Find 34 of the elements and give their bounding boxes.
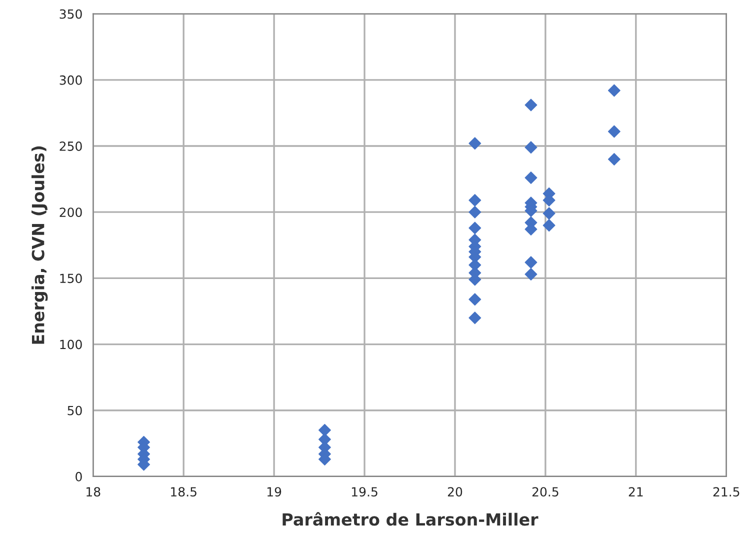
- x-tick-label: 19.5: [352, 487, 378, 497]
- x-tick-label: 21.5: [713, 487, 740, 497]
- point: [468, 222, 482, 234]
- point: [608, 152, 620, 166]
- x-axis-title: Parâmetro de Larson-Miller: [282, 512, 538, 526]
- point: [468, 137, 482, 150]
- point: [542, 207, 556, 220]
- point: [524, 256, 538, 269]
- y-tick-label: 350: [60, 9, 82, 19]
- point: [524, 268, 538, 280]
- point: [468, 312, 482, 324]
- x-tick-label: 18.5: [171, 487, 196, 497]
- point: [542, 219, 556, 232]
- point: [468, 206, 482, 218]
- y-axis-title: Energia, CVN (Joules): [31, 146, 48, 344]
- point: [524, 141, 538, 154]
- point: [468, 293, 482, 306]
- point: [608, 125, 620, 138]
- y-tick-label: 50: [68, 406, 82, 416]
- point: [524, 98, 538, 112]
- point: [524, 171, 538, 184]
- point: [468, 194, 482, 206]
- y-tick-label: 300: [60, 75, 82, 85]
- y-tick-label: 150: [60, 274, 82, 284]
- y-tick-label: 100: [60, 340, 82, 350]
- y-tick-label: 250: [60, 141, 82, 151]
- x-tick-label: 20: [448, 487, 462, 497]
- point: [608, 84, 620, 97]
- y-tick-label: 200: [60, 208, 82, 218]
- x-tick-label: 20.5: [532, 487, 558, 497]
- x-tick-label: 21: [628, 487, 643, 496]
- x-tick-label: 19: [267, 487, 282, 497]
- x-tick-label: 18: [86, 487, 100, 497]
- y-tick-label: 0: [76, 472, 82, 482]
